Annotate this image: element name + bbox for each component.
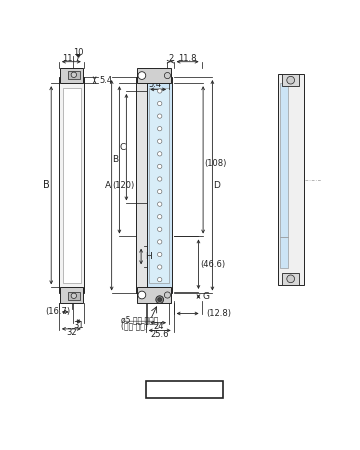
Circle shape bbox=[287, 76, 294, 84]
Text: (108): (108) bbox=[204, 159, 227, 168]
Text: 수광기: 수광기 bbox=[172, 382, 197, 396]
Bar bbox=[137, 68, 171, 83]
Circle shape bbox=[158, 240, 162, 244]
Text: (120): (120) bbox=[113, 181, 135, 190]
Circle shape bbox=[158, 252, 162, 256]
Text: 5.4: 5.4 bbox=[148, 80, 162, 89]
Text: 11.7: 11.7 bbox=[62, 54, 81, 63]
Circle shape bbox=[158, 152, 162, 156]
Bar bbox=[60, 287, 83, 303]
Bar bbox=[137, 287, 171, 303]
Circle shape bbox=[165, 72, 171, 79]
Bar bbox=[136, 77, 147, 293]
Bar bbox=[282, 74, 299, 86]
Bar bbox=[282, 273, 299, 285]
Text: (즉색 라인): (즉색 라인) bbox=[121, 321, 148, 330]
Circle shape bbox=[158, 298, 162, 302]
Text: 10: 10 bbox=[73, 48, 84, 57]
Text: B: B bbox=[112, 155, 118, 164]
Circle shape bbox=[158, 126, 162, 131]
Bar bbox=[59, 77, 84, 293]
Text: C: C bbox=[120, 143, 126, 152]
Circle shape bbox=[287, 275, 294, 283]
Text: 5.4: 5.4 bbox=[99, 76, 112, 85]
Circle shape bbox=[158, 101, 162, 106]
Bar bbox=[149, 88, 169, 283]
Circle shape bbox=[138, 72, 146, 79]
Text: ø5 회색 케이블: ø5 회색 케이블 bbox=[121, 315, 158, 324]
Circle shape bbox=[158, 215, 162, 219]
Text: (46.6): (46.6) bbox=[200, 260, 225, 269]
Text: 32: 32 bbox=[66, 328, 77, 337]
Text: 2: 2 bbox=[168, 54, 173, 63]
Circle shape bbox=[156, 296, 163, 303]
Bar bbox=[68, 292, 80, 300]
Bar bbox=[280, 83, 288, 237]
Text: G: G bbox=[202, 292, 209, 301]
Bar bbox=[68, 71, 80, 79]
Bar bbox=[60, 68, 83, 83]
Circle shape bbox=[158, 189, 162, 194]
Text: (16.7): (16.7) bbox=[45, 307, 70, 316]
Circle shape bbox=[165, 292, 171, 298]
Bar bbox=[146, 381, 223, 398]
Text: D: D bbox=[213, 181, 220, 190]
Circle shape bbox=[158, 139, 162, 144]
Text: 31: 31 bbox=[73, 320, 84, 329]
Bar bbox=[63, 88, 81, 283]
Circle shape bbox=[138, 291, 146, 299]
Bar bbox=[147, 77, 172, 293]
Circle shape bbox=[158, 278, 162, 282]
Text: H: H bbox=[145, 252, 152, 261]
Circle shape bbox=[158, 227, 162, 231]
Circle shape bbox=[158, 177, 162, 181]
Text: 11.8: 11.8 bbox=[178, 54, 197, 63]
Circle shape bbox=[158, 164, 162, 169]
Text: (12.8): (12.8) bbox=[206, 309, 231, 318]
Circle shape bbox=[71, 72, 77, 77]
Circle shape bbox=[158, 89, 162, 93]
Circle shape bbox=[158, 114, 162, 118]
Circle shape bbox=[158, 202, 162, 206]
Text: 24: 24 bbox=[153, 322, 163, 331]
Text: B: B bbox=[43, 180, 50, 190]
Text: 25.6: 25.6 bbox=[150, 330, 169, 339]
Bar bbox=[280, 237, 288, 268]
Bar bbox=[278, 74, 304, 285]
Circle shape bbox=[71, 293, 77, 298]
Text: A: A bbox=[105, 181, 111, 190]
Circle shape bbox=[158, 265, 162, 269]
